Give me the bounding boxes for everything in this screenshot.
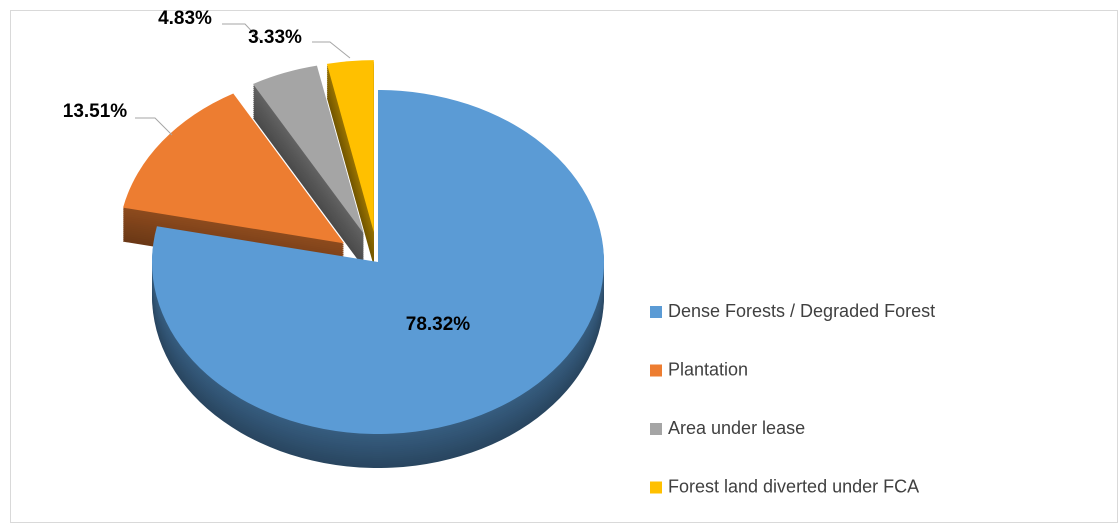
legend-swatch — [650, 306, 662, 318]
legend-label: Area under lease — [668, 418, 805, 438]
slice — [252, 65, 364, 234]
slice — [326, 60, 374, 233]
legend-swatch — [650, 481, 662, 494]
slice — [123, 93, 345, 244]
legend-label: Forest land diverted under FCA — [668, 476, 919, 496]
leader-line — [135, 117, 173, 136]
legend-swatch — [650, 364, 662, 377]
data-label: 3.33% — [248, 27, 302, 48]
data-label: 78.32% — [406, 314, 471, 335]
leader-line — [312, 41, 351, 59]
data-label: 13.51% — [63, 101, 128, 122]
slice — [152, 90, 604, 435]
legend-swatch — [650, 423, 662, 435]
leader-line — [222, 23, 263, 43]
legend-label: Dense Forests / Degraded Forest — [668, 301, 935, 321]
legend-label: Plantation — [668, 359, 748, 379]
data-label: 4.83% — [158, 8, 212, 29]
